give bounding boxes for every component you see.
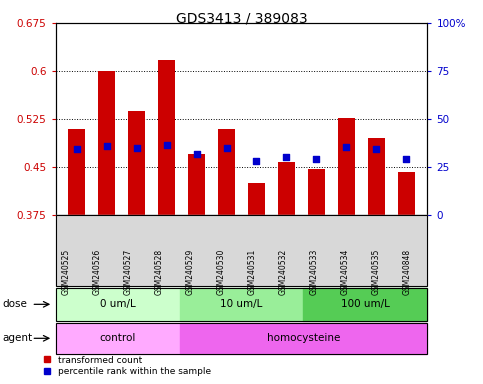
Point — [403, 156, 411, 162]
Text: GSM240528: GSM240528 — [155, 249, 164, 295]
Point — [372, 146, 380, 152]
Bar — [188, 154, 205, 215]
Text: 0 um/L: 0 um/L — [99, 299, 135, 310]
Point — [193, 151, 200, 157]
Bar — [218, 129, 235, 215]
Text: GSM240531: GSM240531 — [248, 249, 257, 295]
Legend: transformed count, percentile rank within the sample: transformed count, percentile rank withi… — [43, 356, 211, 376]
Point — [342, 144, 350, 150]
Text: agent: agent — [2, 333, 32, 343]
Bar — [128, 111, 145, 215]
Text: GSM240532: GSM240532 — [279, 249, 288, 295]
Bar — [278, 162, 295, 215]
Bar — [398, 172, 415, 215]
Bar — [368, 138, 385, 215]
Text: GSM240527: GSM240527 — [124, 249, 133, 295]
Point — [223, 145, 230, 151]
Text: GSM240530: GSM240530 — [217, 249, 226, 295]
Text: dose: dose — [2, 299, 28, 310]
Text: GSM240526: GSM240526 — [93, 249, 102, 295]
Bar — [98, 71, 115, 215]
Text: GDS3413 / 389083: GDS3413 / 389083 — [176, 12, 307, 25]
Point — [313, 156, 320, 162]
Bar — [248, 183, 265, 215]
Point — [253, 157, 260, 164]
Text: 100 um/L: 100 um/L — [341, 299, 390, 310]
Bar — [68, 129, 85, 215]
Text: 10 um/L: 10 um/L — [220, 299, 263, 310]
Point — [133, 145, 141, 151]
Bar — [308, 169, 325, 215]
Text: GSM240535: GSM240535 — [372, 249, 381, 295]
Point — [283, 154, 290, 161]
Point — [103, 143, 111, 149]
Text: GSM240534: GSM240534 — [341, 249, 350, 295]
Text: control: control — [99, 333, 136, 343]
Text: GSM240533: GSM240533 — [310, 249, 319, 295]
Text: GSM240529: GSM240529 — [186, 249, 195, 295]
Bar — [158, 60, 175, 215]
Text: GSM240525: GSM240525 — [62, 249, 71, 295]
Point — [163, 142, 170, 148]
Point — [72, 146, 80, 152]
Bar — [338, 118, 355, 215]
Text: GSM240848: GSM240848 — [403, 249, 412, 295]
Text: homocysteine: homocysteine — [267, 333, 340, 343]
